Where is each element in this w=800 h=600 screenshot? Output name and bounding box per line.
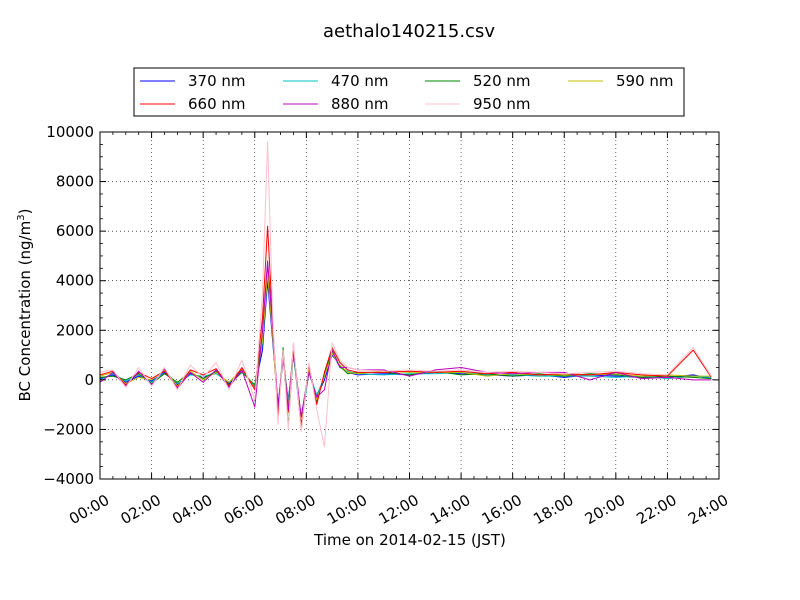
- legend-label: 950 nm: [473, 95, 531, 113]
- series-line-950-nm: [99, 141, 712, 448]
- chart-title: aethalo140215.csv: [323, 21, 495, 42]
- legend-label: 370 nm: [188, 72, 246, 90]
- legend: 370 nm 660 nm 470 nm 880 nm 520 nm 950 nm 590 …: [133, 67, 685, 117]
- y-axis-label-main: BC Concentration (ng/m: [16, 221, 34, 402]
- y-tick-label: 0: [84, 371, 94, 389]
- y-tick-label: 6000: [56, 222, 94, 240]
- plot-area: 00:00 02:00 04:00 06:00 08:00 10:00 12:00 14:00…: [43, 123, 731, 528]
- y-axis-label-sup: 3: [16, 214, 27, 220]
- legend-label: 660 nm: [188, 95, 246, 113]
- legend-box: [133, 67, 685, 117]
- y-tick-label: 8000: [56, 173, 94, 191]
- legend-label: 470 nm: [331, 72, 389, 90]
- legend-label: 880 nm: [331, 95, 389, 113]
- y-tick-label: −2000: [43, 420, 94, 438]
- legend-label: 590 nm: [616, 72, 674, 90]
- y-tick-label: −4000: [43, 470, 94, 488]
- y-axis-label-close: ): [16, 209, 34, 215]
- series-layer: [99, 141, 712, 448]
- y-axis-label: BC Concentration (ng/m3): [16, 209, 34, 402]
- y-tick-label: 2000: [56, 321, 94, 339]
- legend-label: 520 nm: [473, 72, 531, 90]
- x-axis-label: Time on 2014-02-15 (JST): [313, 531, 506, 549]
- y-tick-label: 10000: [46, 123, 94, 141]
- plot-background: [100, 132, 719, 479]
- y-tick-label: 4000: [56, 272, 94, 290]
